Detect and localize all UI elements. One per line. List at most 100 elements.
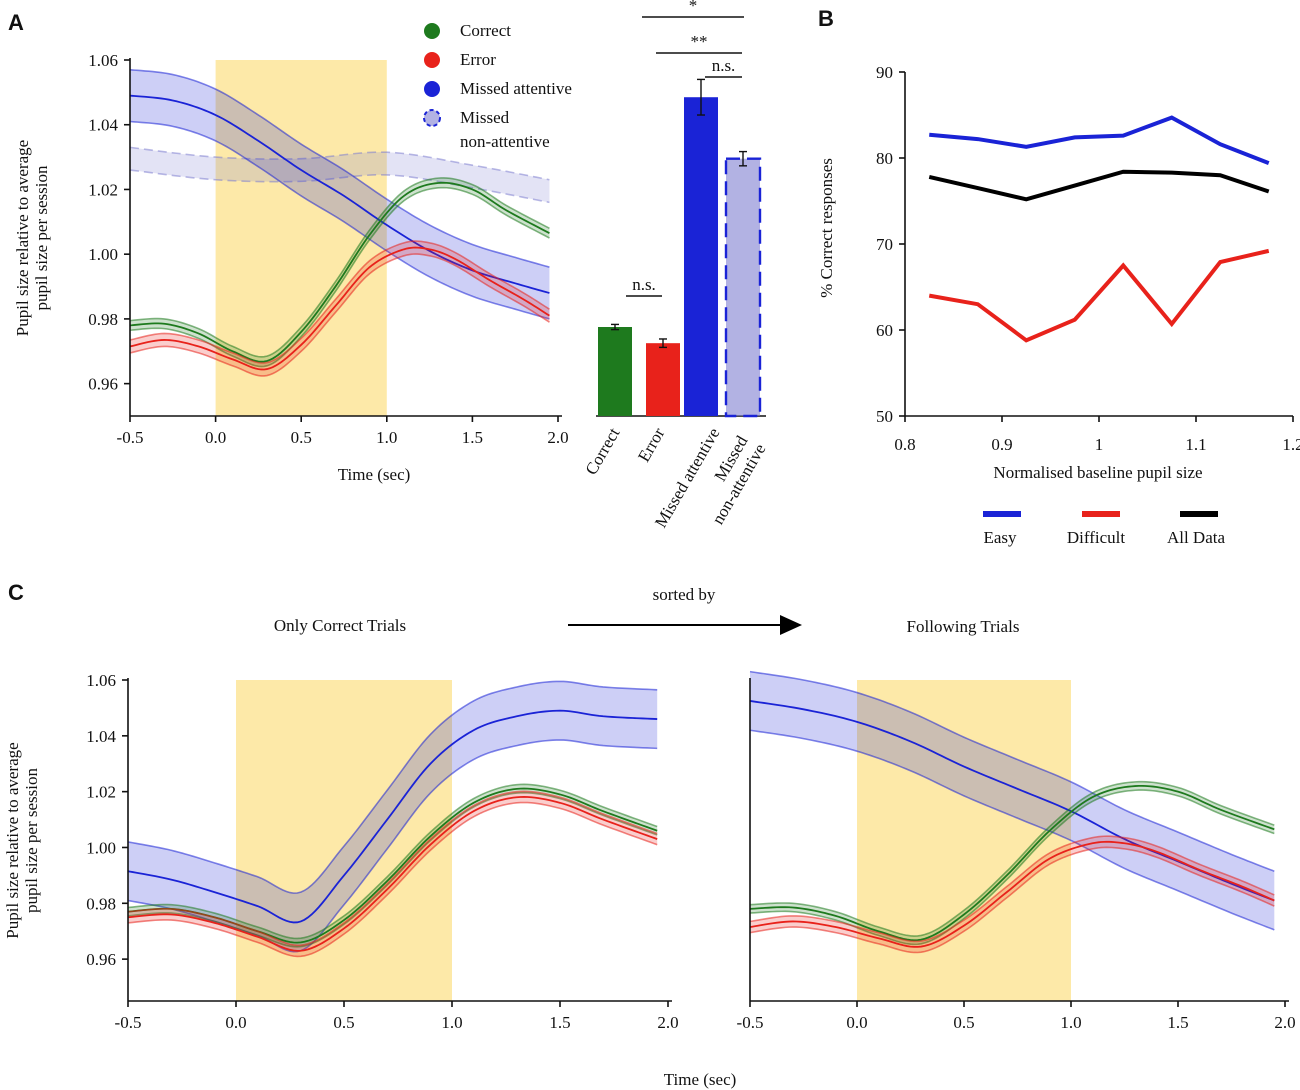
x-tick-label: 1.0 — [376, 428, 397, 447]
y-tick-label: 0.98 — [86, 894, 116, 913]
x-tick-label: 2.0 — [547, 428, 568, 447]
legend-marker-missed-nonattentive — [423, 109, 441, 127]
x-tick-label: 0.5 — [953, 1013, 974, 1032]
x-tick-label: 0.8 — [894, 435, 915, 454]
sorted-by-arrow-head — [780, 615, 802, 635]
y-tick-label: 1.00 — [86, 838, 116, 857]
line-correct — [129, 181, 550, 363]
x-tick-label: 1.5 — [462, 428, 483, 447]
panel-b-line-chart: 0.8 0.9 1 1.1 1.2 50 60 70 80 90 Normalised baseli… — [817, 63, 1300, 547]
x-tick-label: 1.0 — [441, 1013, 462, 1032]
x-axis-label: Time (sec) — [664, 1070, 737, 1089]
x-tick-label: 0.5 — [291, 428, 312, 447]
band-upper-correct — [749, 780, 1275, 937]
y-tick-label: 90 — [876, 63, 893, 82]
y-tick-label: 1.04 — [86, 727, 116, 746]
line-error — [749, 840, 1275, 948]
y-tick-label: 0.96 — [86, 950, 116, 969]
y-tick-label: 1.00 — [88, 245, 118, 264]
x-tick-label: -0.5 — [737, 1013, 764, 1032]
legend-marker-correct — [424, 23, 440, 39]
band-lower-missed-non-attentive — [129, 169, 550, 204]
y-tick-label: 1.06 — [88, 51, 118, 70]
panel-c-right-title: Following Trials — [907, 617, 1020, 636]
band-upper-missed-non-attentive — [129, 146, 550, 181]
band-upper-missed-attentive — [127, 680, 658, 894]
significance-label: n.s. — [712, 56, 736, 75]
panel-c-header: Only Correct Trials sorted by Following … — [274, 585, 1020, 636]
panel-c-left-title: Only Correct Trials — [274, 616, 406, 635]
band-upper-correct — [129, 177, 550, 358]
bar-category-label: Correct — [582, 424, 624, 478]
y-tick-label: 0.98 — [88, 310, 118, 329]
y-tick-label: 50 — [876, 407, 893, 426]
band-lower-correct — [127, 791, 658, 948]
line-correct — [749, 784, 1275, 942]
x-tick-label: 1.0 — [1060, 1013, 1081, 1032]
x-tick-label: 2.0 — [1274, 1013, 1295, 1032]
y-axis-label-line1: Pupil size relative to average — [13, 140, 32, 336]
y-tick-label: 1.04 — [88, 116, 118, 135]
x-tick-label: 1.5 — [1167, 1013, 1188, 1032]
bar-category-label: Error — [634, 424, 669, 465]
band-upper-correct — [127, 783, 658, 940]
x-tick-label: 0.5 — [333, 1013, 354, 1032]
legend-label-error: Error — [460, 50, 496, 69]
band-missed-non-attentive — [130, 147, 550, 203]
x-tick-label: 1.2 — [1282, 435, 1300, 454]
y-axis-label-line2: pupil size per session — [32, 165, 51, 310]
panel-c-middle-label: sorted by — [653, 585, 716, 604]
band-lower-missed-attentive — [749, 729, 1275, 931]
x-axis-label: Time (sec) — [338, 465, 411, 484]
band-missed-attentive — [130, 69, 550, 319]
x-tick-label: 0.0 — [225, 1013, 246, 1032]
bar-missed-attentive — [684, 97, 718, 416]
legend-label-correct: Correct — [460, 21, 511, 40]
y-axis-label-line2: pupil size per session — [22, 768, 41, 913]
stimulus-window — [236, 680, 452, 1001]
y-tick-label: 1.02 — [88, 180, 118, 199]
legend-label: Difficult — [1067, 528, 1126, 547]
band-lower-correct — [749, 789, 1275, 946]
panel-c-left-line-chart: -0.5 0.0 0.5 1.0 1.5 2.0 0.96 0.98 1.00 1.02 1.04 1… — [3, 671, 679, 1032]
panel-letter-c: C — [8, 580, 24, 605]
line-error — [129, 246, 550, 371]
x-axis-label: Normalised baseline pupil size — [993, 463, 1202, 482]
bar-error — [646, 343, 680, 416]
y-axis-label-line1: Pupil size relative to average — [3, 742, 22, 938]
band-missed-attentive — [750, 671, 1275, 930]
band-lower-error — [749, 846, 1275, 954]
legend-label-missed-nonattentive-2: non-attentive — [460, 132, 550, 151]
significance-label: * — [689, 0, 698, 15]
y-tick-label: 0.96 — [88, 375, 118, 394]
y-tick-label: 1.06 — [86, 671, 116, 690]
y-tick-label: 60 — [876, 321, 893, 340]
panel-c-right-line-chart: -0.5 0.0 0.5 1.0 1.5 2.0 Time (sec) — [664, 670, 1296, 1089]
band-missed-attentive — [128, 681, 658, 952]
panel-letter-b: B — [818, 6, 834, 31]
x-tick-label: 1 — [1095, 435, 1104, 454]
band-lower-error — [129, 253, 550, 377]
x-tick-label: 1.1 — [1185, 435, 1206, 454]
y-tick-label: 1.02 — [86, 783, 116, 802]
band-upper-error — [129, 240, 550, 364]
line-all-data — [928, 169, 1270, 202]
x-tick-label: 2.0 — [657, 1013, 678, 1032]
line-missed-attentive — [127, 709, 658, 924]
legend-label-missed-nonattentive-1: Missed — [460, 108, 510, 127]
significance-label: n.s. — [632, 275, 656, 294]
band-lower-correct — [129, 186, 550, 368]
y-tick-label: 70 — [876, 235, 893, 254]
significance-label: ** — [691, 32, 708, 51]
line-missed-attentive — [129, 94, 550, 294]
line-easy — [929, 115, 1270, 166]
panel-a-line-chart: -0.5 0.0 0.5 1.0 1.5 2.0 0.96 0.98 1.00 1.02 1.04 1… — [13, 51, 569, 484]
x-tick-label: -0.5 — [115, 1013, 142, 1032]
band-lower-error — [127, 801, 658, 958]
band-upper-missed-attentive — [749, 670, 1275, 872]
legend-marker-missed-attentive — [424, 81, 440, 97]
x-tick-label: 0.0 — [205, 428, 226, 447]
y-tick-label: 80 — [876, 149, 893, 168]
